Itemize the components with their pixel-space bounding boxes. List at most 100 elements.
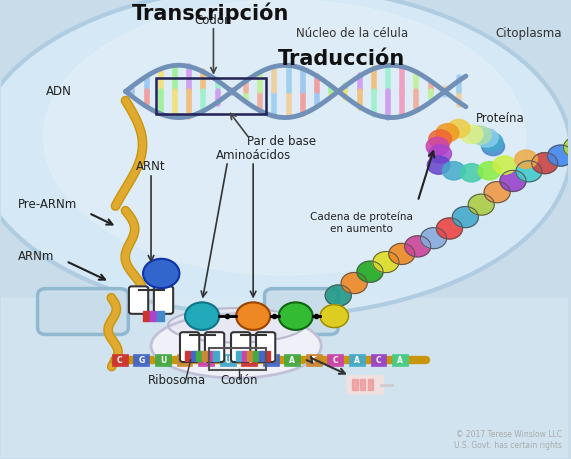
Circle shape (476, 129, 498, 148)
Bar (214, 352, 219, 361)
FancyBboxPatch shape (205, 332, 224, 362)
Text: Pre-ARNm: Pre-ARNm (18, 197, 77, 211)
Bar (220, 354, 236, 366)
Circle shape (468, 195, 494, 216)
Bar (196, 352, 202, 361)
Bar (247, 352, 252, 361)
Ellipse shape (0, 0, 571, 316)
Bar (157, 311, 163, 321)
Bar (208, 352, 213, 361)
Text: ARNt: ARNt (136, 160, 166, 173)
Circle shape (514, 151, 537, 169)
Circle shape (427, 157, 450, 175)
Circle shape (532, 153, 558, 174)
Ellipse shape (151, 314, 321, 378)
Circle shape (460, 126, 483, 144)
Circle shape (429, 131, 452, 149)
Circle shape (447, 120, 470, 139)
Bar (306, 354, 322, 366)
Text: Traducción: Traducción (278, 49, 405, 69)
Text: C: C (268, 355, 274, 364)
Bar (242, 352, 247, 361)
Text: Ribosoma: Ribosoma (148, 373, 206, 386)
Text: C: C (376, 355, 381, 364)
Circle shape (480, 133, 503, 151)
FancyBboxPatch shape (347, 376, 384, 394)
Text: Codón: Codón (195, 14, 232, 27)
Bar (360, 380, 365, 391)
Bar (176, 354, 192, 366)
Bar (202, 352, 207, 361)
Text: ARNm: ARNm (18, 249, 54, 262)
Bar (259, 352, 264, 361)
Circle shape (516, 162, 542, 182)
Bar (236, 352, 241, 361)
Circle shape (460, 164, 483, 183)
Bar (1, 298, 568, 458)
Circle shape (548, 146, 571, 167)
FancyBboxPatch shape (180, 332, 199, 362)
Bar (284, 354, 300, 366)
Circle shape (436, 124, 459, 143)
Circle shape (405, 236, 431, 257)
Text: Citoplasma: Citoplasma (495, 28, 561, 40)
Text: A: A (289, 355, 295, 364)
Circle shape (373, 252, 399, 273)
Text: A: A (397, 355, 403, 364)
Circle shape (325, 285, 351, 306)
Bar (185, 352, 190, 361)
FancyBboxPatch shape (154, 287, 173, 314)
Text: Par de base: Par de base (247, 135, 316, 148)
Bar (349, 354, 365, 366)
Circle shape (478, 162, 501, 180)
Bar (155, 354, 171, 366)
Text: C: C (333, 355, 338, 364)
Bar (112, 354, 128, 366)
FancyBboxPatch shape (264, 289, 338, 335)
Text: G: G (138, 355, 144, 364)
Text: Codón: Codón (220, 373, 258, 386)
Circle shape (357, 262, 383, 283)
Bar (150, 311, 156, 321)
Text: ADN: ADN (46, 84, 72, 97)
FancyBboxPatch shape (256, 332, 275, 362)
Circle shape (143, 259, 179, 289)
Bar (198, 354, 214, 366)
Text: A: A (182, 355, 187, 364)
Text: Proteína: Proteína (476, 112, 524, 125)
Bar (134, 354, 150, 366)
Text: G: G (246, 355, 252, 364)
Bar (352, 380, 357, 391)
Circle shape (468, 127, 491, 145)
Circle shape (493, 157, 516, 175)
Text: T: T (311, 355, 316, 364)
Bar (143, 311, 149, 321)
Bar (368, 380, 373, 391)
Text: © 2017 Terese Winslow LLC
U.S. Govt. has certain rights: © 2017 Terese Winslow LLC U.S. Govt. has… (455, 429, 562, 449)
FancyBboxPatch shape (231, 332, 250, 362)
Circle shape (564, 138, 571, 159)
Circle shape (420, 228, 447, 249)
Circle shape (236, 303, 270, 330)
Text: Transcripción: Transcripción (132, 3, 289, 24)
Circle shape (426, 138, 449, 156)
Text: Núcleo de la célula: Núcleo de la célula (296, 28, 408, 40)
FancyBboxPatch shape (129, 287, 148, 314)
Ellipse shape (43, 1, 525, 275)
Bar (191, 352, 196, 361)
Circle shape (341, 273, 367, 294)
Text: U: U (224, 355, 231, 364)
Circle shape (429, 146, 452, 164)
Bar (392, 354, 408, 366)
Circle shape (320, 305, 348, 328)
Bar (263, 354, 279, 366)
Bar (241, 354, 257, 366)
Circle shape (482, 138, 505, 156)
Circle shape (484, 182, 510, 203)
Text: U: U (160, 355, 166, 364)
Bar (253, 352, 258, 361)
Circle shape (436, 218, 463, 240)
Bar (328, 354, 343, 366)
Circle shape (279, 303, 313, 330)
FancyBboxPatch shape (38, 289, 128, 335)
